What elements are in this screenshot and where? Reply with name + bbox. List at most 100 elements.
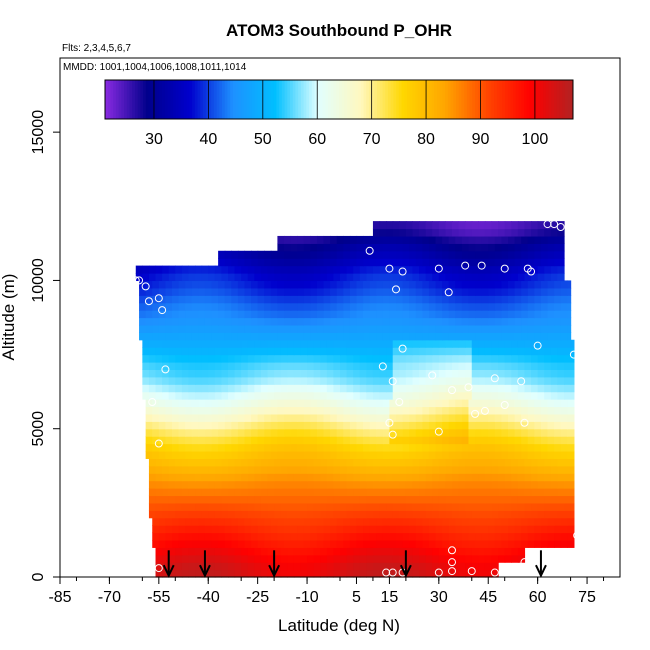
heatmap-cell <box>366 502 374 511</box>
heatmap-cell <box>369 406 377 415</box>
heatmap-cell <box>356 406 364 415</box>
heatmap-cell <box>323 243 331 252</box>
heatmap-cell <box>498 480 506 489</box>
heatmap-cell <box>442 443 450 452</box>
heatmap-cell <box>366 339 374 348</box>
heatmap-cell <box>274 384 282 393</box>
heatmap-cell <box>181 569 190 578</box>
heatmap-cell <box>531 376 539 385</box>
heatmap-cell <box>297 302 305 311</box>
heatmap-cell <box>508 443 516 452</box>
heatmap-cell <box>399 502 407 511</box>
heatmap-cell <box>465 228 473 237</box>
heatmap-cell <box>501 302 509 311</box>
heatmap-cell <box>303 317 311 326</box>
heatmap-cell <box>488 525 496 534</box>
heatmap-cell <box>343 532 351 541</box>
colorbar-segment <box>472 80 476 119</box>
heatmap-cell <box>527 428 535 437</box>
heatmap-cell <box>211 539 219 548</box>
heatmap-cell <box>333 273 341 282</box>
heatmap-cell <box>438 547 447 556</box>
heatmap-cell <box>415 450 423 459</box>
heatmap-cell <box>284 235 292 244</box>
heatmap-cell <box>419 265 427 274</box>
heatmap-cell <box>336 295 344 304</box>
heatmap-cell <box>524 339 532 348</box>
heatmap-cell <box>343 295 351 304</box>
heatmap-cell <box>330 302 338 311</box>
heatmap-cell <box>534 399 542 408</box>
heatmap-cell <box>409 525 417 534</box>
heatmap-cell <box>428 539 437 548</box>
heatmap-cell <box>188 265 196 274</box>
heatmap-cell <box>508 517 516 526</box>
heatmap-cell <box>221 480 229 489</box>
heatmap-cell <box>540 436 549 445</box>
heatmap-cell <box>191 443 199 452</box>
heatmap-cell <box>267 273 275 282</box>
heatmap-cell <box>382 436 391 445</box>
heatmap-cell <box>297 235 305 244</box>
heatmap-cell <box>224 250 232 259</box>
heatmap-cell <box>198 317 206 326</box>
heatmap-cell <box>438 510 447 519</box>
heatmap-cell <box>557 361 565 370</box>
heatmap-cell <box>554 235 562 244</box>
heatmap-cell <box>448 450 456 459</box>
heatmap-cell <box>372 547 381 556</box>
heatmap-cell <box>195 354 203 363</box>
heatmap-cell <box>254 569 262 578</box>
heatmap-cell <box>557 391 565 400</box>
heatmap-cell <box>544 510 552 519</box>
heatmap-cell <box>155 273 163 282</box>
heatmap-cell <box>396 436 404 445</box>
heatmap-cell <box>494 421 503 430</box>
colorbar-segment <box>439 80 443 119</box>
heatmap-cell <box>251 428 259 437</box>
heatmap-cell <box>425 569 433 578</box>
heatmap-cell <box>257 443 265 452</box>
heatmap-cell <box>521 280 529 289</box>
heatmap-cell <box>478 473 486 482</box>
heatmap-cell <box>534 428 542 437</box>
heatmap-cell <box>554 532 562 541</box>
heatmap-cell <box>363 406 371 415</box>
heatmap-cell <box>237 317 246 326</box>
colorbar-segment <box>134 80 139 119</box>
colorbar-segment <box>366 80 370 119</box>
heatmap-cell <box>300 495 308 504</box>
heatmap-cell <box>435 517 443 526</box>
heatmap-cell <box>409 235 417 244</box>
heatmap-cell <box>504 347 512 356</box>
heatmap-cell <box>241 480 249 489</box>
heatmap-cell <box>570 369 575 378</box>
heatmap-cell <box>455 436 463 445</box>
heatmap-cell <box>277 258 285 267</box>
heatmap-cell <box>471 376 479 385</box>
heatmap-cell <box>537 354 545 363</box>
heatmap-cell <box>425 347 433 356</box>
heatmap-cell <box>297 450 305 459</box>
heatmap-cell <box>349 450 358 459</box>
heatmap-cell <box>508 428 516 437</box>
heatmap-cell <box>458 369 466 378</box>
heatmap-cell <box>442 406 450 415</box>
heatmap-cell <box>511 488 519 497</box>
heatmap-cell <box>257 428 265 437</box>
heatmap-cell <box>481 406 489 415</box>
heatmap-cell <box>320 554 328 563</box>
heatmap-cell <box>494 406 503 415</box>
heatmap-cell <box>567 428 575 437</box>
heatmap-cell <box>224 295 232 304</box>
heatmap-cell <box>465 547 473 556</box>
heatmap-cell <box>320 376 328 385</box>
heatmap-cell <box>310 250 318 259</box>
heatmap-cell <box>517 228 526 237</box>
heatmap-cell <box>175 391 183 400</box>
heatmap-cell <box>438 458 447 467</box>
heatmap-cell <box>465 354 473 363</box>
heatmap-cell <box>415 421 423 430</box>
heatmap-cell <box>514 258 522 267</box>
heatmap-cell <box>567 332 572 341</box>
